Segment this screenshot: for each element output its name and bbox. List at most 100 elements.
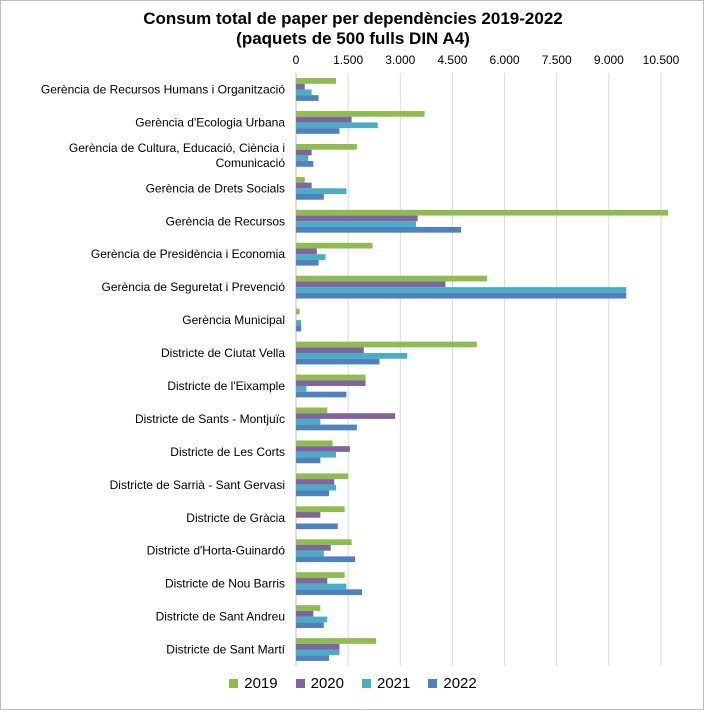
bar-2019 [296,506,345,513]
bar-2019 [296,209,668,216]
bar-2022 [296,655,330,661]
bar-2020 [296,149,312,156]
legend-item-2022: 2022 [428,675,477,692]
category-label: Gerència de Recursos Humans i Organitzac… [41,82,285,96]
legend-label: 2020 [310,675,344,692]
bar-2019 [296,407,328,414]
x-tick-label: 10.500 [643,53,680,67]
bar-2022 [296,161,314,167]
category-label: Gerència de Cultura, Educació, Ciència i [69,141,285,155]
bar-2020 [296,512,321,518]
category-label: Districte de l'Eixample [167,379,285,393]
bar-2019 [296,572,345,578]
x-tick-label: 6.000 [490,53,520,67]
bar-2021 [296,583,347,590]
bar-2021 [296,155,309,162]
bar-2019 [296,143,357,150]
legend-swatch [362,679,371,688]
bar-2022 [296,194,324,200]
x-tick-label: 4.500 [437,53,467,67]
bar-2021 [296,616,328,623]
x-tick-label: 1.500 [333,53,363,67]
bar-2019 [296,473,349,480]
bar-2020 [296,446,350,452]
bar-2022 [296,622,324,628]
bar-2020 [296,116,352,123]
bar-2020 [296,577,328,584]
bar-2022 [296,325,302,332]
category-label: Gerència de Presidència i Economia [91,247,285,261]
category-label: Gerència de Seguretat i Prevenció [102,280,286,294]
bar-2019 [296,638,376,644]
legend-swatch [295,679,305,688]
bar-2021 [296,188,347,195]
bar-2022 [296,358,380,365]
category-label: Gerència de Recursos [166,214,285,228]
chart-legend: 2019 2020 2021 2022 [1,675,704,692]
legend-swatch [428,679,438,688]
bar-2019 [296,111,425,117]
bar-2021 [296,451,336,458]
bar-2020 [296,347,364,354]
bar-2022 [296,391,347,398]
bar-2021 [296,320,302,326]
bar-2019 [296,341,477,348]
bar-2022 [296,556,356,563]
bar-2021 [296,221,416,227]
bar-2019 [296,605,321,611]
category-label: Districte de Sarrià - Sant Gervasi [110,478,285,492]
legend-item-2019: 2019 [229,675,278,692]
bar-2022 [296,95,319,101]
chart-title-line2: (paquets de 500 fulls DIN A4) [236,29,470,48]
category-label: Gerència d'Ecologia Urbana [135,115,285,129]
bar-2021 [296,287,627,293]
bar-2021 [296,550,324,557]
category-label: Gerència Municipal [182,313,285,327]
bar-2020 [296,83,305,90]
bar-2021 [296,89,312,96]
bar-2020 [296,643,340,650]
bar-2020 [296,380,366,386]
x-tick-label: 7.500 [542,53,572,67]
bar-2021 [296,254,326,260]
bar-2021 [296,385,307,392]
bar-2020 [296,182,312,189]
category-label: Districte de Sants - Montjuïc [135,412,285,426]
bar-2019 [296,176,305,183]
category-label: Comunicació [216,156,286,170]
category-label: Districte de Sant Martí [166,643,285,657]
category-label: Gerència de Drets Socials [146,181,285,195]
bar-2021 [296,418,321,425]
bar-2019 [296,78,336,84]
bar-2022 [296,490,330,497]
bar-2022 [296,589,363,596]
bar-2020 [296,544,331,551]
bar-2019 [296,539,352,545]
bar-2020 [296,281,446,288]
legend-item-2021: 2021 [362,675,410,692]
bar-2022 [296,292,627,299]
bar-2019 [296,440,333,447]
bar-2022 [296,424,357,431]
category-label: Districte de Les Corts [170,445,285,459]
bar-2019 [296,275,488,282]
legend-label: 2021 [377,675,411,692]
bar-2019 [296,242,373,249]
legend-label: 2019 [244,675,278,692]
category-label: Districte de Ciutat Vella [161,346,285,360]
legend-label: 2022 [443,675,477,692]
legend-item-2020: 2020 [295,675,344,692]
bar-2022 [296,226,462,233]
bar-2022 [296,457,321,464]
category-label: Districte de Sant Andreu [156,610,285,624]
bar-2020 [296,413,396,419]
x-tick-label: 0 [293,53,300,67]
bar-2022 [296,259,319,266]
bar-2020 [296,248,317,255]
category-label: Districte de Gràcia [186,511,285,525]
bar-2020 [296,479,335,485]
bar-2021 [296,649,340,656]
bar-2021 [296,484,336,491]
